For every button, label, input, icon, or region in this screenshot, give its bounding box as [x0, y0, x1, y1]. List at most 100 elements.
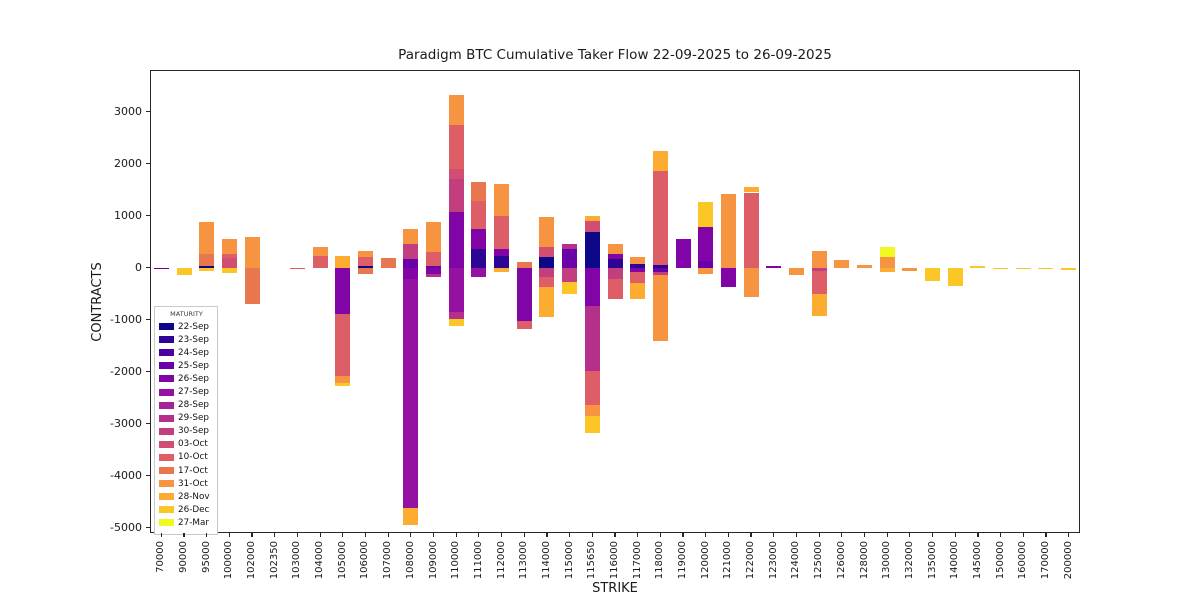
legend-title: MATURITY: [170, 310, 203, 318]
legend-swatch: [159, 493, 174, 501]
bar-segment: [516, 261, 532, 268]
legend-label: 27-Sep: [178, 387, 209, 398]
bar-segment: [584, 371, 600, 406]
bar-segment: [539, 277, 555, 287]
bar-segment: [312, 246, 328, 256]
legend-swatch: [159, 401, 174, 409]
x-tick-mark: [1045, 533, 1047, 537]
legend-swatch: [159, 440, 174, 448]
bar-segment: [448, 179, 464, 212]
bar-segment: [471, 248, 487, 268]
bar-segment: [357, 257, 373, 266]
bar-segment: [494, 248, 510, 256]
bar-segment: [630, 256, 646, 264]
x-tick-label: 120000: [699, 541, 711, 580]
bar-segment: [335, 376, 351, 384]
x-tick-label: 100000: [223, 541, 235, 580]
x-tick-mark: [319, 533, 321, 537]
legend-entry: 25-Sep: [159, 359, 214, 372]
x-tick-mark: [750, 533, 752, 537]
y-tick-mark: [146, 371, 150, 373]
x-tick-label: 160000: [1017, 541, 1029, 580]
x-tick-mark: [342, 533, 344, 537]
legend-label: 26-Sep: [178, 373, 209, 384]
x-tick-label: 140000: [949, 541, 961, 580]
x-tick-label: 121000: [722, 541, 734, 580]
legend-entry: 26-Sep: [159, 372, 214, 385]
legend-swatch: [159, 453, 174, 461]
bar-segment: [834, 259, 850, 268]
y-tick-mark: [146, 267, 150, 269]
x-tick-label: 122000: [745, 541, 757, 580]
bar-segment: [494, 215, 510, 249]
x-tick-mark: [1000, 533, 1002, 537]
bar-segment: [743, 187, 759, 193]
bar-segment: [335, 313, 351, 377]
bar-segment: [176, 267, 192, 276]
legend-label: 25-Sep: [178, 360, 209, 371]
bar-segment: [221, 257, 237, 268]
legend-label: 10-Oct: [178, 452, 208, 463]
x-tick-label: 115000: [563, 541, 575, 580]
bar-segment: [221, 267, 237, 274]
x-tick-label: 117000: [631, 541, 643, 580]
bar-segment: [857, 264, 872, 268]
bar-segment: [584, 405, 600, 416]
y-tick-label: -5000: [110, 520, 142, 534]
x-tick-mark: [841, 533, 843, 537]
bar-segment: [448, 94, 464, 125]
legend-entry: 28-Nov: [159, 490, 214, 503]
x-tick-mark: [206, 533, 208, 537]
y-tick-label: 2000: [114, 156, 142, 170]
bar-segment: [584, 267, 600, 306]
legend-entry: 03-Oct: [159, 438, 214, 451]
bar-segment: [471, 201, 487, 229]
x-tick-mark: [614, 533, 616, 537]
bar-segment: [811, 270, 827, 294]
bar-segment: [494, 184, 510, 216]
bar-segment: [1038, 267, 1054, 270]
x-tick-label: 113000: [518, 541, 530, 580]
x-tick-mark: [160, 533, 162, 537]
bar-segment: [879, 246, 895, 257]
bar-segment: [607, 258, 623, 268]
x-tick-mark: [410, 533, 412, 537]
legend-label: 28-Sep: [178, 400, 209, 411]
legend-label: 03-Oct: [178, 439, 208, 450]
x-tick-label: 123000: [767, 541, 779, 580]
bar-segment: [766, 265, 782, 268]
x-tick-mark: [364, 533, 367, 537]
bar-segment: [1061, 267, 1077, 270]
bar-segment: [448, 169, 464, 180]
bar-segment: [562, 248, 578, 268]
x-tick-mark: [296, 533, 299, 537]
bar-segment: [652, 150, 668, 171]
x-tick-label: 103000: [291, 541, 303, 580]
x-tick-mark: [455, 533, 457, 537]
bar-segment: [471, 228, 487, 249]
bar-segment: [811, 267, 827, 271]
bar-segment: [698, 267, 714, 274]
legend-label: 31-Oct: [178, 478, 208, 489]
bar-segment: [199, 265, 215, 268]
y-tick-mark: [146, 527, 150, 529]
x-tick-label: 107000: [382, 541, 394, 580]
x-tick-mark: [387, 533, 389, 537]
bar-segment: [607, 253, 623, 259]
bar-segment: [403, 229, 419, 244]
bar-segment: [879, 267, 895, 272]
legend-entry: 31-Oct: [159, 477, 214, 490]
y-tick-mark: [146, 163, 150, 165]
bar-segment: [539, 216, 555, 247]
legend-entry: 10-Oct: [159, 451, 214, 464]
legend-label: 23-Sep: [178, 334, 209, 345]
legend-entry: 29-Sep: [159, 412, 214, 425]
legend-label: 17-Oct: [178, 465, 208, 476]
bar-segment: [970, 265, 986, 268]
x-tick-mark: [500, 533, 503, 537]
bar-segment: [312, 255, 328, 268]
bar-segment: [562, 281, 578, 294]
bar-segment: [630, 272, 646, 284]
x-tick-mark: [1022, 533, 1024, 537]
x-tick-label: 116000: [609, 541, 620, 580]
